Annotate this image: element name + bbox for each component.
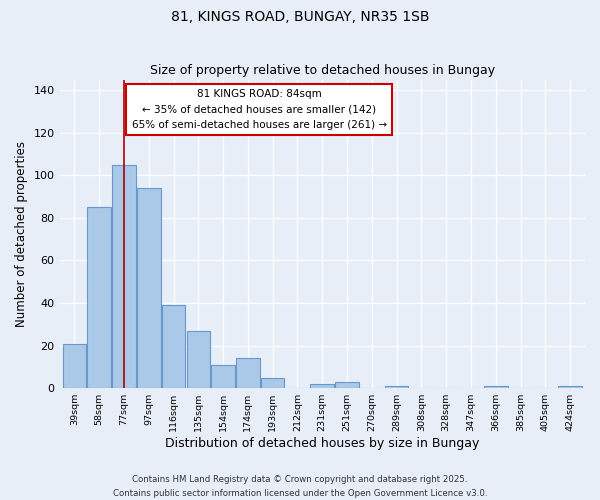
Bar: [137, 188, 161, 388]
Bar: [162, 305, 185, 388]
Bar: [187, 330, 210, 388]
Bar: [236, 358, 260, 388]
Bar: [335, 382, 359, 388]
Bar: [62, 344, 86, 388]
Bar: [211, 365, 235, 388]
Text: Contains HM Land Registry data © Crown copyright and database right 2025.
Contai: Contains HM Land Registry data © Crown c…: [113, 476, 487, 498]
Title: Size of property relative to detached houses in Bungay: Size of property relative to detached ho…: [150, 64, 495, 77]
Bar: [484, 386, 508, 388]
Y-axis label: Number of detached properties: Number of detached properties: [15, 141, 28, 327]
Bar: [385, 386, 409, 388]
Bar: [88, 208, 111, 388]
Text: 81, KINGS ROAD, BUNGAY, NR35 1SB: 81, KINGS ROAD, BUNGAY, NR35 1SB: [171, 10, 429, 24]
Text: 81 KINGS ROAD: 84sqm
← 35% of detached houses are smaller (142)
65% of semi-deta: 81 KINGS ROAD: 84sqm ← 35% of detached h…: [131, 89, 387, 130]
Bar: [112, 164, 136, 388]
X-axis label: Distribution of detached houses by size in Bungay: Distribution of detached houses by size …: [165, 437, 479, 450]
Bar: [559, 386, 582, 388]
Bar: [261, 378, 284, 388]
Bar: [310, 384, 334, 388]
